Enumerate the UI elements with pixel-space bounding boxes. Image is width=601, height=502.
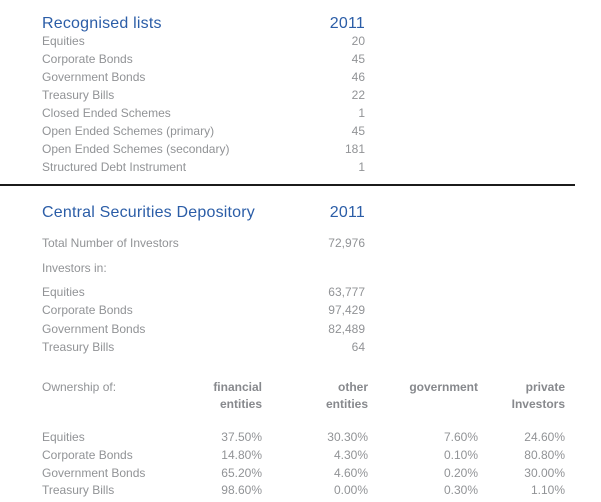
cell-value: 24.60% (524, 430, 565, 444)
recognised-lists-year: 2011 (329, 15, 365, 32)
row-value: 63,777 (328, 285, 365, 299)
row-value: 97,429 (328, 303, 365, 317)
row-label: Government Bonds (42, 466, 146, 480)
row-label: Corporate Bonds (42, 303, 133, 317)
cell-value: 65.20% (221, 466, 262, 480)
row-value: 45 (351, 52, 365, 66)
section-divider (0, 184, 575, 186)
row-label: Open Ended Schemes (secondary) (42, 142, 230, 156)
cell-value: 37.50% (221, 430, 262, 444)
row-label: Government Bonds (42, 70, 146, 84)
row-label: Treasury Bills (42, 340, 115, 354)
cell-value: 7.60% (443, 430, 478, 444)
cell-value: 0.10% (443, 448, 478, 462)
row-label: Open Ended Schemes (primary) (42, 124, 215, 138)
cell-value: 0.20% (443, 466, 478, 480)
row-value: 20 (351, 34, 365, 48)
row-label: Equities (42, 430, 85, 444)
cell-value: 0.30% (443, 483, 478, 497)
total-investors-value: 72,976 (328, 236, 365, 250)
cell-value: 30.30% (327, 430, 368, 444)
investors-in-label: Investors in: (42, 261, 107, 275)
row-value: 46 (351, 70, 365, 84)
col-header-private-investors: private Investors (511, 380, 565, 411)
row-label: Treasury Bills (42, 483, 115, 497)
row-value: 1 (358, 160, 365, 174)
row-label: Government Bonds (42, 322, 146, 336)
row-label: Equities (42, 34, 85, 48)
row-label: Closed Ended Schemes (42, 106, 171, 120)
cell-value: 30.00% (524, 466, 565, 480)
col-header-other-entities: other entities (325, 380, 368, 411)
row-value: 64 (351, 340, 365, 354)
row-value: 1 (358, 106, 365, 120)
cell-value: 1.10% (530, 483, 565, 497)
total-investors-label: Total Number of Investors (42, 236, 179, 250)
col-header-financial-entities: financial entities (213, 380, 262, 411)
row-value: 181 (344, 142, 365, 156)
recognised-lists-title: Recognised lists (42, 15, 162, 32)
row-value: 22 (351, 88, 365, 102)
ownership-row-header: Ownership of: (42, 380, 117, 394)
row-value: 45 (351, 124, 365, 138)
csd-title: Central Securities Depository (42, 204, 255, 221)
cell-value: 80.80% (524, 448, 565, 462)
row-label: Corporate Bonds (42, 52, 133, 66)
cell-value: 0.00% (333, 483, 368, 497)
row-label: Corporate Bonds (42, 448, 133, 462)
row-label: Equities (42, 285, 85, 299)
row-value: 82,489 (328, 322, 365, 336)
col-header-government: government (409, 380, 478, 394)
csd-year: 2011 (329, 204, 365, 221)
cell-value: 98.60% (221, 483, 262, 497)
cell-value: 14.80% (221, 448, 262, 462)
cell-value: 4.30% (333, 448, 368, 462)
row-label: Structured Debt Instrument (42, 160, 187, 174)
cell-value: 4.60% (333, 466, 368, 480)
row-label: Treasury Bills (42, 88, 115, 102)
